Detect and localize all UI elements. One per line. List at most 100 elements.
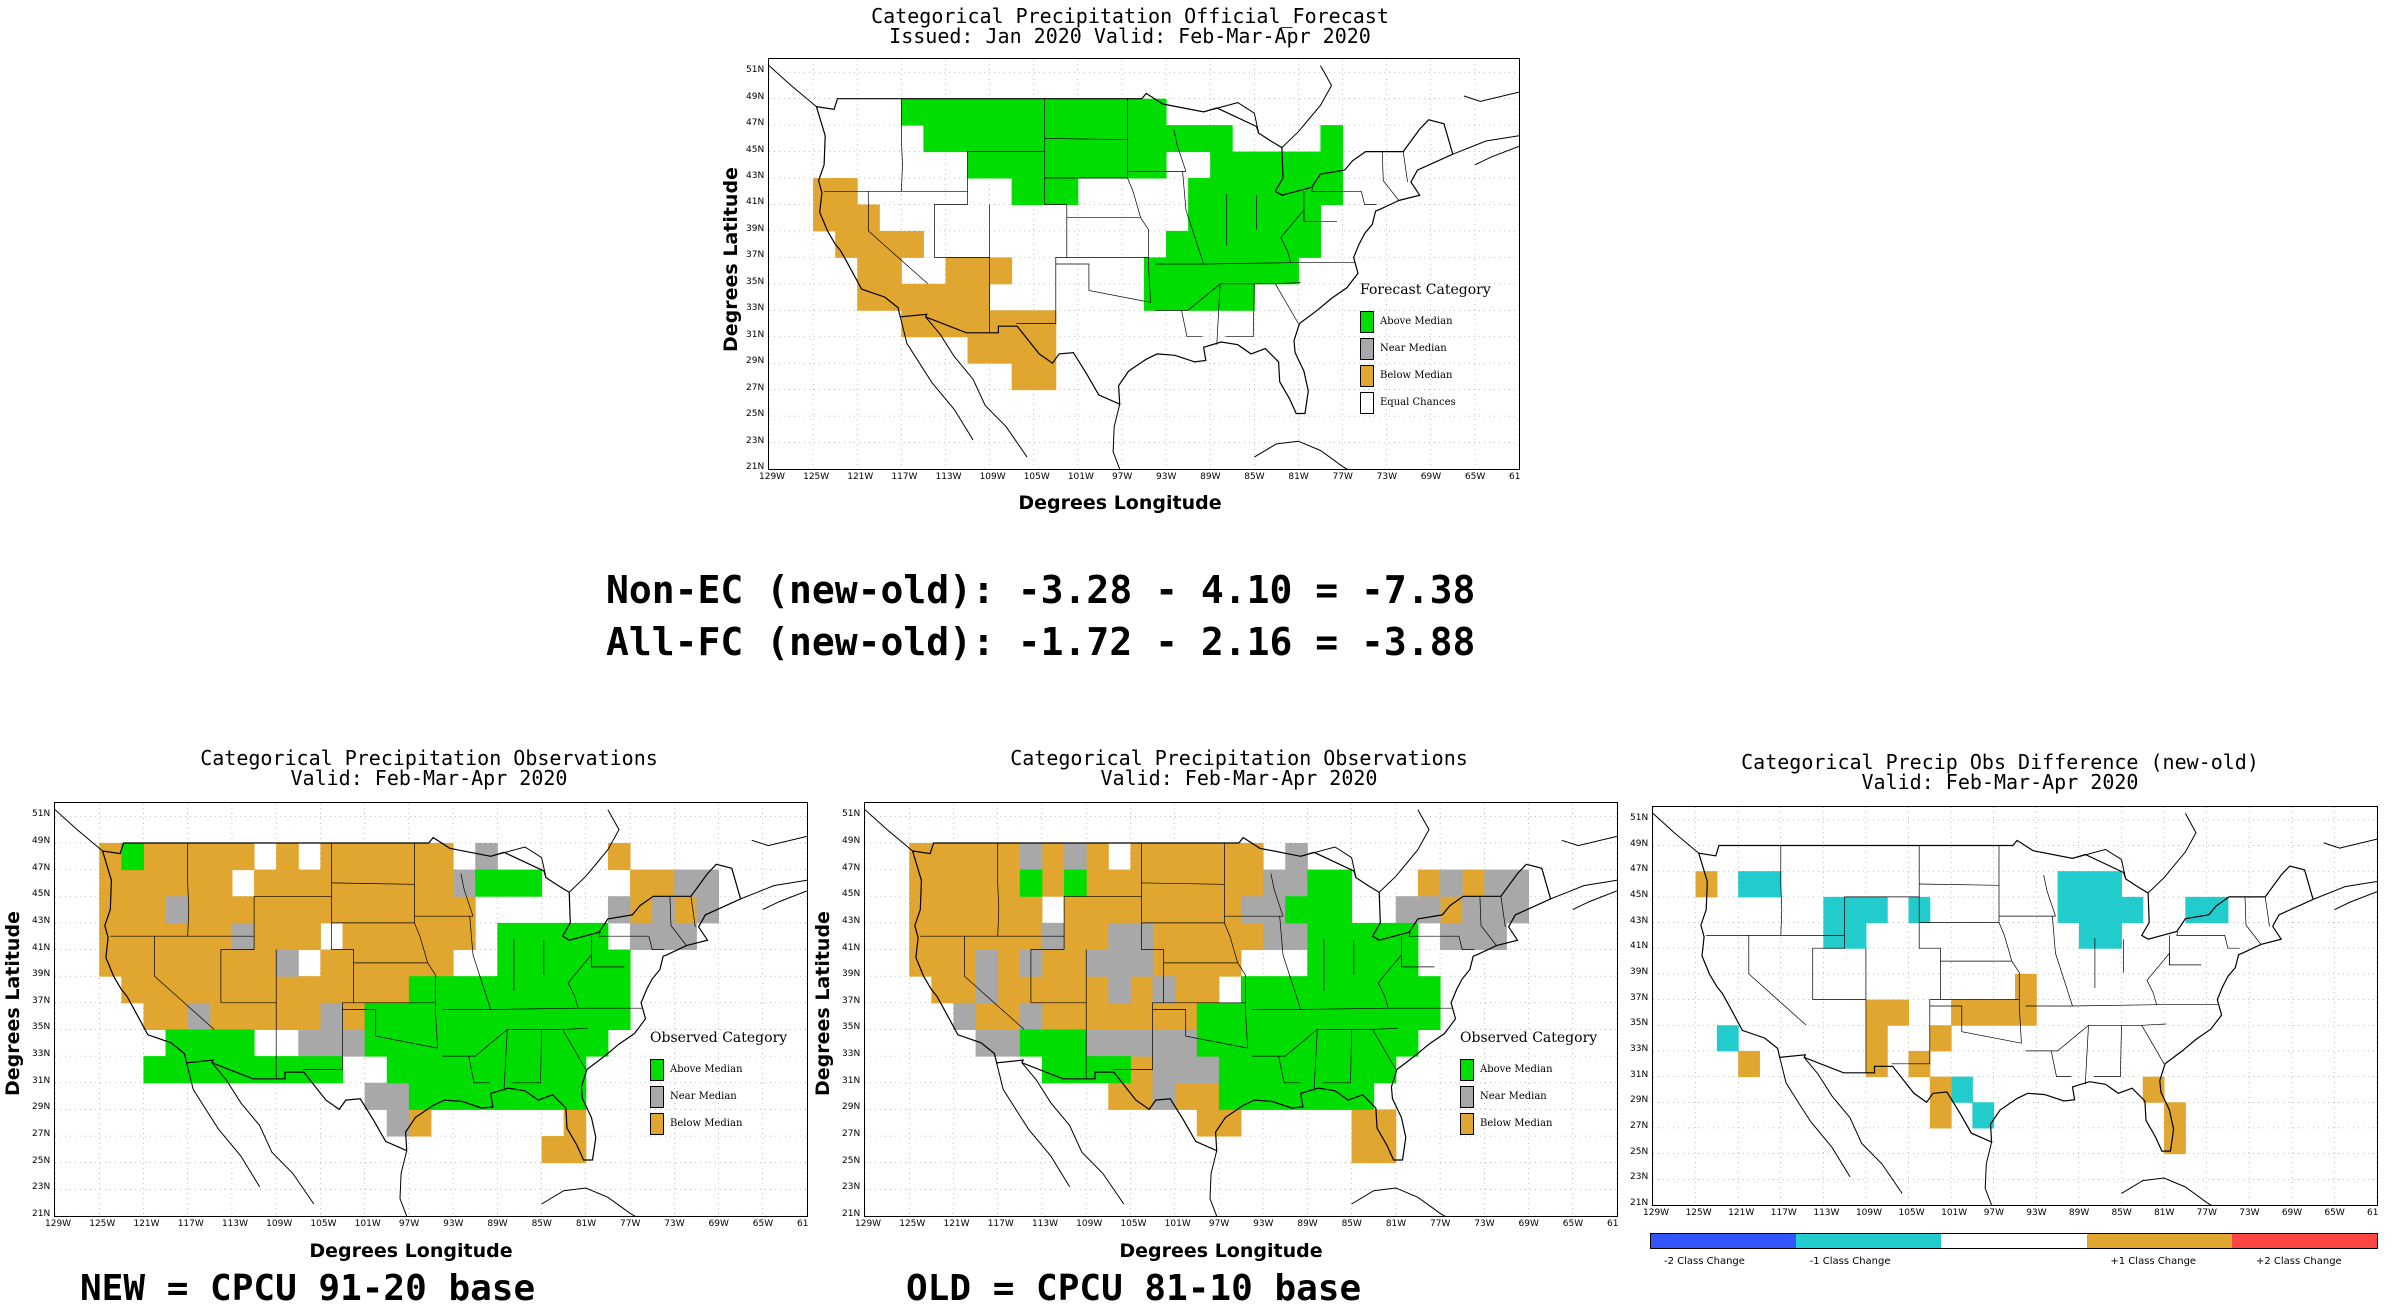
category-cell: [1241, 1082, 1264, 1110]
category-cell: [813, 204, 836, 232]
category-cell: [2206, 896, 2229, 924]
category-cell: [696, 896, 720, 924]
category-cell: [1152, 1082, 1176, 1110]
category-cell: [1019, 869, 1043, 897]
category-cell: [254, 869, 277, 897]
obs-new-title-line1: Categorical Precipitation Observations: [200, 746, 658, 770]
lat-tick-label: 25N: [842, 1155, 861, 1166]
state-border: [512, 1029, 542, 1084]
category-cell: [1351, 1109, 1375, 1137]
category-cell: [923, 310, 946, 338]
state-border: [567, 953, 592, 1009]
lon-tick-label: 109W: [1076, 1219, 1103, 1229]
category-cell: [1484, 922, 1507, 951]
diff-colorbar: [1650, 1233, 2378, 1249]
category-cell: [1108, 869, 1131, 897]
state-border: [187, 843, 190, 937]
category-cell: [254, 1002, 277, 1030]
category-cell: [1395, 1029, 1419, 1057]
category-cell: [1865, 1025, 1888, 1052]
state-border: [1112, 843, 1164, 1070]
lon-tick-label: 69W: [708, 1219, 729, 1229]
category-cell: [1351, 949, 1375, 977]
category-cell: [1130, 1082, 1154, 1110]
category-cell: [453, 1082, 476, 1110]
category-cell: [1086, 1056, 1109, 1084]
category-cell: [1196, 869, 1220, 897]
lat-tick-label: 29N: [746, 356, 765, 367]
obs-old-legend-list: Above Median Near Median Below Median: [1460, 1056, 1597, 1137]
category-cell: [953, 869, 977, 897]
lat-tick-label: 39N: [1630, 966, 1649, 977]
category-cell: [1033, 363, 1057, 391]
category-cell: [909, 949, 932, 977]
canada-coast: [568, 809, 620, 893]
lat-tick-label: 23N: [32, 1182, 51, 1193]
legend-item: Below Median: [650, 1110, 787, 1137]
state-border: [2025, 1004, 2219, 1007]
category-cell: [431, 896, 454, 924]
category-cell: [563, 1056, 587, 1084]
category-cell: [497, 1056, 520, 1084]
category-cell: [1307, 1056, 1330, 1084]
state-border: [331, 882, 415, 885]
state-border: [1919, 883, 2000, 886]
category-cell: [519, 949, 543, 977]
lat-tick-label: 45N: [842, 889, 861, 900]
lat-tick-label: 41N: [746, 197, 765, 208]
lon-tick-label: 81W: [2154, 1208, 2175, 1218]
state-border: [1155, 282, 1301, 311]
lat-tick-label: 47N: [842, 862, 861, 873]
legend-swatch: [1360, 391, 1374, 414]
category-cell: [408, 842, 432, 871]
legend-item: Near Median: [1460, 1083, 1597, 1110]
lon-tick-label: 101W: [1941, 1208, 1968, 1218]
category-cell: [1196, 1082, 1220, 1110]
category-cell: [1232, 257, 1255, 285]
diff-colorbar-labels: -2 Class Change -1 Class Change +1 Class C…: [1650, 1256, 2378, 1272]
category-cell: [923, 125, 946, 153]
category-cell: [1263, 976, 1286, 1004]
category-cell: [2078, 871, 2101, 898]
forecast-legend-title: Forecast Category: [1360, 282, 1491, 298]
category-cell: [121, 842, 144, 871]
category-cell: [989, 151, 1013, 179]
state-border: [1998, 845, 2022, 1044]
category-cell: [475, 1002, 498, 1030]
lat-tick-label: 37N: [32, 995, 51, 1006]
colorbar-label: +1 Class Change: [2110, 1256, 2197, 1267]
category-cell: [276, 976, 299, 1004]
category-cell: [1929, 1076, 1952, 1103]
category-cell: [923, 98, 946, 126]
category-cell: [209, 1029, 233, 1057]
lat-tick-label: 45N: [746, 144, 765, 155]
category-cell: [1174, 1029, 1198, 1057]
legend-item: Above Median: [1360, 308, 1491, 335]
obs-new-panel: Categorical Precipitation Observations V…: [0, 740, 810, 1306]
legend-swatch: [1360, 337, 1374, 360]
category-cell: [909, 869, 932, 897]
lon-tick-label: 81W: [1385, 1219, 1407, 1229]
category-cell: [364, 1029, 388, 1057]
category-cell: [1077, 98, 1101, 126]
category-cell: [121, 896, 144, 924]
category-cell: [1166, 230, 1189, 258]
category-cell: [1484, 869, 1507, 897]
category-cell: [541, 1082, 565, 1110]
category-cell: [408, 1082, 432, 1110]
category-cell: [1121, 125, 1145, 153]
category-cell: [1329, 869, 1353, 897]
category-cell: [276, 922, 299, 951]
category-cell: [1285, 976, 1308, 1004]
category-cell: [1972, 999, 1995, 1026]
category-cell: [975, 949, 999, 977]
category-cell: [386, 869, 410, 897]
category-cell: [475, 1056, 498, 1084]
canada-coast: [2147, 813, 2197, 894]
category-cell: [2142, 1076, 2165, 1103]
lat-tick-label: 45N: [1630, 889, 1649, 900]
category-cell: [1232, 204, 1255, 232]
category-cell: [1285, 869, 1308, 897]
category-cell: [254, 976, 277, 1004]
category-cell: [209, 869, 233, 897]
